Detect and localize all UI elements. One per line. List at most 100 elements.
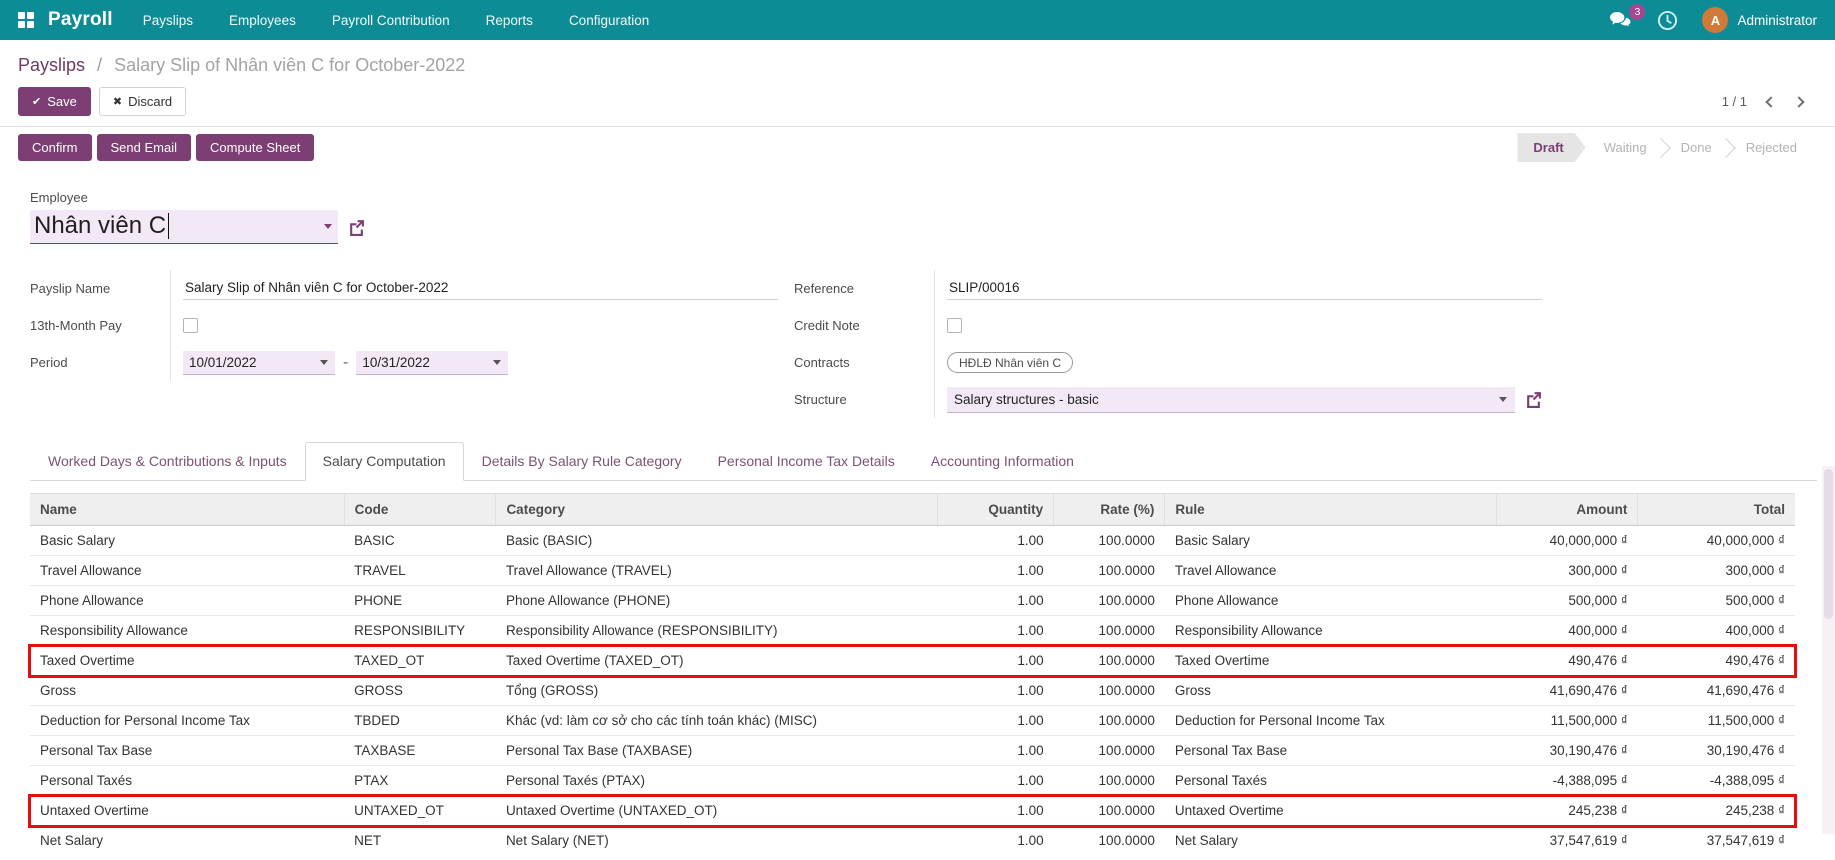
cell-name[interactable]: Gross: [30, 675, 345, 706]
cell-total[interactable]: 300,000 ₫: [1637, 555, 1795, 586]
employee-dropdown-caret-icon[interactable]: [324, 223, 332, 229]
cell-amount[interactable]: 245,238 ₫: [1496, 795, 1638, 826]
reference-input[interactable]: SLIP/00016: [947, 277, 1542, 300]
table-row[interactable]: Personal Taxés PTAX Personal Taxés (PTAX) 1…: [30, 765, 1795, 796]
cell-name[interactable]: Deduction for Personal Income Tax: [30, 705, 345, 736]
cell-quantity[interactable]: 1.00: [937, 555, 1054, 586]
table-row[interactable]: Basic Salary BASIC Basic (BASIC) 1.00 100.00…: [30, 526, 1795, 556]
cell-amount[interactable]: 500,000 ₫: [1496, 585, 1638, 616]
table-row[interactable]: Untaxed Overtime UNTAXED_OT Untaxed Overti…: [28, 793, 1797, 828]
cell-category[interactable]: Personal Taxés (PTAX): [495, 765, 938, 796]
cell-rule[interactable]: Untaxed Overtime: [1164, 795, 1497, 826]
table-row[interactable]: Personal Tax Base TAXBASE Personal Tax Bas…: [30, 735, 1795, 766]
cell-name[interactable]: Basic Salary: [40, 533, 116, 548]
cell-rule[interactable]: Net Salary: [1164, 825, 1497, 855]
nav-item-employees[interactable]: Employees: [229, 12, 296, 28]
discard-button[interactable]: ✖ Discard: [98, 87, 187, 116]
status-step-waiting[interactable]: Waiting: [1603, 140, 1647, 155]
cell-quantity[interactable]: 1.00: [937, 705, 1054, 736]
cell-code[interactable]: RESPONSIBILITY: [344, 615, 496, 646]
cell-total[interactable]: 245,238 ₫: [1637, 795, 1795, 826]
cell-amount[interactable]: 11,500,000 ₫: [1496, 705, 1638, 736]
contract-tag[interactable]: HĐLĐ Nhân viên C: [947, 352, 1074, 373]
cell-code[interactable]: TAXED_OT: [344, 645, 496, 676]
structure-select[interactable]: Salary structures - basic: [947, 386, 1515, 413]
cell-total[interactable]: 41,690,476 ₫: [1637, 675, 1795, 706]
cell-total[interactable]: 37,547,619 ₫: [1637, 825, 1795, 855]
tab-details-by-salary-rule-category[interactable]: Details By Salary Rule Category: [481, 453, 682, 469]
cell-rule[interactable]: Personal Tax Base: [1164, 735, 1497, 766]
cell-amount[interactable]: 30,190,476 ₫: [1496, 735, 1638, 766]
table-row[interactable]: Net Salary NET Net Salary (NET) 1.00 100.000…: [30, 825, 1795, 855]
activity-clock-icon[interactable]: [1657, 10, 1678, 31]
cell-category[interactable]: Net Salary (NET): [495, 825, 938, 855]
cell-rate[interactable]: 100.0000: [1053, 705, 1165, 736]
cell-quantity[interactable]: 1.00: [937, 675, 1054, 706]
cell-amount[interactable]: 400,000 ₫: [1496, 615, 1638, 646]
period-start-input[interactable]: 10/01/2022: [183, 350, 335, 375]
cell-rate[interactable]: 100.0000: [1053, 615, 1165, 646]
send-email-button[interactable]: Send Email: [96, 134, 191, 161]
cell-quantity[interactable]: 1.00: [937, 585, 1054, 616]
period-start-caret-icon[interactable]: [320, 359, 328, 365]
cell-category[interactable]: Phone Allowance (PHONE): [495, 585, 938, 616]
tab-salary-computation[interactable]: Salary Computation: [304, 442, 464, 481]
cell-category[interactable]: Basic (BASIC): [505, 533, 593, 548]
cell-total[interactable]: 30,190,476 ₫: [1637, 735, 1795, 766]
table-row[interactable]: Taxed Overtime TAXED_OT Taxed Overtime (TA…: [28, 643, 1797, 678]
cell-quantity[interactable]: 1.00: [937, 615, 1054, 646]
nav-item-payroll-contribution[interactable]: Payroll Contribution: [331, 12, 450, 28]
cell-amount[interactable]: 300,000 ₫: [1496, 555, 1638, 586]
cell-quantity[interactable]: 1.00: [937, 735, 1054, 766]
cell-rule[interactable]: Deduction for Personal Income Tax: [1164, 705, 1497, 736]
cell-quantity[interactable]: 1.00: [937, 825, 1054, 855]
tab-personal-income-tax-details[interactable]: Personal Income Tax Details: [717, 453, 895, 469]
pager-previous-icon[interactable]: [1765, 95, 1777, 108]
compute-sheet-button[interactable]: Compute Sheet: [196, 134, 315, 161]
cell-category[interactable]: Taxed Overtime (TAXED_OT): [495, 645, 938, 676]
cell-quantity[interactable]: 1.00: [937, 765, 1054, 796]
cell-total[interactable]: 490,476 ₫: [1637, 645, 1795, 676]
apps-grid-icon[interactable]: [18, 12, 34, 28]
cell-rate[interactable]: 100.0000: [1053, 675, 1165, 706]
cell-code[interactable]: BASIC: [354, 533, 395, 548]
cell-code[interactable]: GROSS: [344, 675, 496, 706]
messages-button[interactable]: 3: [1609, 3, 1646, 30]
period-end-caret-icon[interactable]: [493, 359, 502, 365]
status-step-draft[interactable]: Draft: [1517, 133, 1585, 162]
cell-code[interactable]: TAXBASE: [344, 735, 496, 766]
payslip-name-input[interactable]: Salary Slip of Nhân viên C for October-2…: [183, 277, 778, 300]
cell-code[interactable]: PHONE: [344, 585, 496, 616]
cell-name[interactable]: Personal Taxés: [30, 765, 345, 796]
table-row[interactable]: Phone Allowance PHONE Phone Allowance (PHO…: [30, 585, 1795, 616]
table-row[interactable]: Deduction for Personal Income Tax TBDED Kh…: [30, 705, 1795, 736]
period-end-input[interactable]: 10/31/2022: [356, 350, 509, 375]
cell-code[interactable]: NET: [344, 825, 496, 855]
thirteenth-month-checkbox[interactable]: [183, 318, 198, 333]
cell-code[interactable]: TRAVEL: [344, 555, 496, 586]
cell-name[interactable]: Responsibility Allowance: [30, 615, 345, 646]
tab-accounting-information[interactable]: Accounting Information: [930, 453, 1074, 469]
cell-rate[interactable]: 100.0000: [1053, 585, 1165, 616]
cell-quantity[interactable]: 1.00: [937, 645, 1054, 676]
cell-rate[interactable]: 100.0000: [1053, 765, 1165, 796]
cell-code[interactable]: UNTAXED_OT: [344, 795, 496, 826]
cell-category[interactable]: Travel Allowance (TRAVEL): [495, 555, 938, 586]
cell-amount[interactable]: -4,388,095 ₫: [1496, 765, 1638, 796]
cell-rate[interactable]: 100.0000: [1053, 795, 1165, 826]
cell-rule[interactable]: Taxed Overtime: [1164, 645, 1497, 676]
column-header-total[interactable]: Total: [1637, 493, 1795, 526]
cell-rate[interactable]: 100.0000: [1098, 533, 1155, 548]
cell-category[interactable]: Khác (vd: làm cơ sở cho các tính toán kh…: [495, 705, 938, 736]
column-header-category[interactable]: Category: [495, 493, 938, 526]
cell-quantity[interactable]: 1.00: [1017, 533, 1044, 548]
cell-rule[interactable]: Responsibility Allowance: [1164, 615, 1497, 646]
cell-name[interactable]: Net Salary: [30, 825, 345, 855]
column-header-rate[interactable]: Rate (%): [1053, 493, 1165, 526]
cell-total[interactable]: 11,500,000 ₫: [1637, 705, 1795, 736]
credit-note-checkbox[interactable]: [947, 318, 962, 333]
confirm-button[interactable]: Confirm: [18, 134, 92, 161]
pager-next-icon[interactable]: [1793, 95, 1805, 108]
cell-category[interactable]: Tổng (GROSS): [495, 675, 938, 706]
cell-rate[interactable]: 100.0000: [1053, 825, 1165, 855]
